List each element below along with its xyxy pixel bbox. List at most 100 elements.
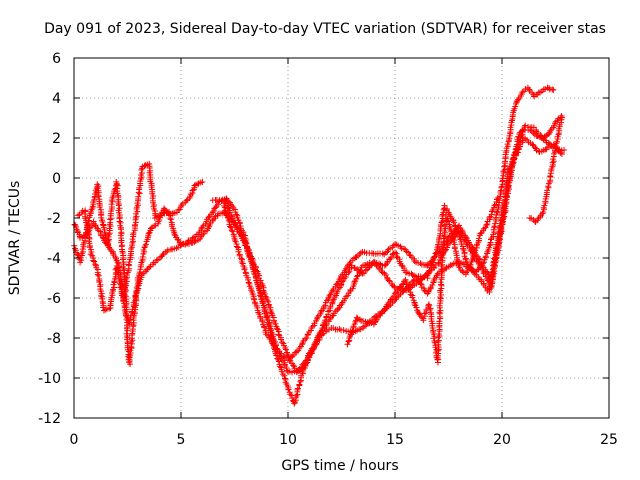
- data-point: [135, 193, 142, 200]
- data-point: [553, 140, 560, 147]
- x-tick-label: 15: [386, 432, 404, 448]
- data-point: [516, 137, 523, 144]
- data-point: [105, 231, 112, 238]
- data-point: [455, 262, 462, 269]
- data-point: [459, 245, 466, 252]
- data-point: [239, 260, 246, 267]
- series-trace-c: [75, 134, 565, 376]
- data-point: [558, 151, 565, 157]
- data-point: [251, 296, 258, 303]
- data-point: [241, 266, 248, 273]
- data-point: [426, 267, 433, 274]
- data-point: [527, 126, 534, 133]
- y-tick-label: -2: [47, 211, 61, 227]
- data-point: [491, 202, 498, 209]
- data-point: [435, 337, 442, 344]
- data-point: [454, 229, 461, 236]
- data-point: [417, 260, 424, 267]
- data-point: [75, 212, 82, 219]
- data-point: [259, 318, 266, 325]
- data-point: [421, 274, 428, 281]
- data-point: [245, 279, 252, 286]
- data-point: [475, 235, 482, 242]
- data-point: [164, 247, 171, 254]
- data-point: [167, 215, 174, 222]
- grid: [74, 58, 609, 418]
- data-point: [500, 205, 507, 212]
- data-point: [410, 277, 417, 284]
- y-axis-title: SDTVAR / TECUs: [7, 181, 23, 296]
- data-point: [477, 259, 484, 266]
- data-point: [102, 239, 109, 246]
- data-point: [351, 278, 358, 285]
- data-point: [439, 249, 446, 256]
- data-point: [322, 317, 329, 324]
- data-point: [205, 214, 212, 221]
- data-point: [378, 267, 385, 274]
- data-point: [545, 131, 552, 138]
- data-point: [229, 228, 236, 235]
- y-tick-labels: -12 -10 -8 -6 -4 -2 0 2 4 6: [38, 51, 61, 427]
- y-tick-label: -8: [47, 331, 61, 347]
- data-point: [438, 291, 445, 298]
- data-point: [111, 284, 118, 291]
- data-point: [368, 250, 375, 257]
- data-point: [435, 347, 442, 354]
- data-point: [245, 276, 252, 283]
- data-point: [235, 248, 242, 255]
- data-point: [275, 331, 282, 338]
- data-point: [238, 259, 245, 266]
- x-tick-label: 20: [493, 432, 511, 448]
- data-point: [434, 270, 441, 277]
- y-tick-label: 0: [52, 171, 61, 187]
- data-point: [90, 257, 97, 264]
- x-tick-label: 0: [70, 432, 79, 448]
- data-point: [293, 348, 300, 355]
- data-point: [497, 220, 504, 227]
- data-point: [173, 209, 180, 216]
- data-point: [438, 219, 445, 226]
- data-point: [74, 251, 81, 258]
- data-point: [147, 225, 154, 232]
- data-point: [486, 242, 493, 249]
- data-point: [199, 179, 206, 185]
- y-tick-label: -6: [47, 291, 61, 307]
- data-point: [411, 301, 418, 308]
- data-point: [114, 259, 121, 266]
- data-point: [212, 204, 219, 211]
- data-point: [322, 328, 329, 335]
- data-point: [464, 268, 471, 275]
- data-point: [425, 268, 432, 275]
- data-point: [550, 87, 557, 93]
- data-point: [483, 268, 490, 275]
- data-point: [303, 334, 310, 341]
- data-point: [124, 327, 131, 334]
- data-point: [294, 385, 301, 392]
- data-point: [251, 268, 258, 275]
- data-point: [448, 230, 455, 237]
- data-point: [545, 184, 552, 191]
- data-point: [297, 364, 304, 371]
- data-point: [91, 258, 98, 265]
- series-trace-e: [221, 112, 566, 363]
- data-point: [244, 246, 251, 253]
- data-point: [227, 201, 234, 208]
- data-point: [493, 209, 500, 216]
- data-point: [468, 242, 475, 249]
- data-point: [312, 341, 319, 348]
- data-point: [221, 204, 228, 211]
- data-point: [462, 233, 469, 240]
- data-point: [324, 297, 331, 304]
- data-point: [450, 219, 457, 226]
- data-point: [512, 103, 519, 110]
- data-point: [113, 178, 120, 185]
- data-point: [296, 381, 303, 388]
- data-point: [472, 247, 479, 254]
- data-point: [426, 287, 433, 294]
- data-point: [285, 386, 292, 393]
- y-tick-label: -10: [38, 371, 61, 387]
- data-point: [561, 147, 568, 153]
- data-point: [486, 214, 493, 221]
- data-point: [359, 324, 366, 331]
- series-trace-d: [209, 84, 557, 376]
